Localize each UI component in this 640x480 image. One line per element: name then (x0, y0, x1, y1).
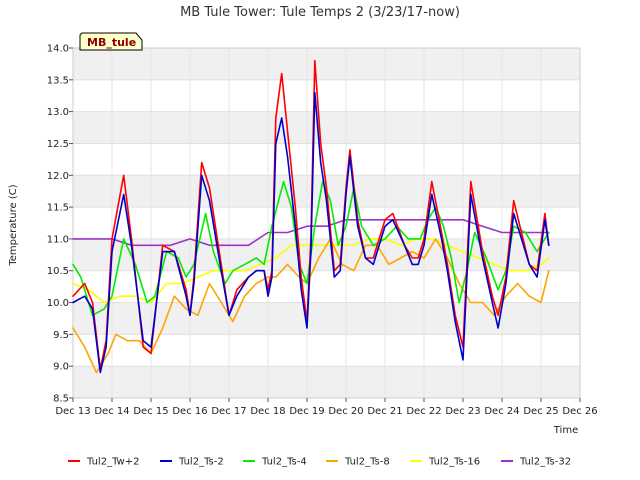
plot-band (73, 238, 580, 271)
x-tick-label: Dec 19 (289, 406, 324, 417)
y-tick-label: 13.5 (47, 75, 69, 86)
plot-band (73, 48, 580, 80)
series-line-tul2-ts-32 (72, 219, 550, 247)
legend-label: Tul2_Ts-16 (428, 457, 480, 468)
y-tick-label: 10.5 (47, 266, 69, 277)
badge-label: MB_tule (87, 36, 136, 49)
x-axis-ticks: Dec 13 Dec 14 Dec 15 Dec 16 Dec 17 Dec 18 Dec … (55, 398, 598, 417)
series-lines (72, 59, 550, 374)
x-tick-label: Dec 20 (328, 406, 363, 417)
legend-label: Tul2_Tw+2 (86, 457, 139, 468)
y-tick-label: 8.5 (53, 394, 69, 405)
y-tick-label: 13.0 (47, 107, 69, 118)
x-tick-label: Dec 24 (484, 406, 519, 417)
plot-band (73, 207, 580, 239)
x-tick-label: Dec 13 (55, 406, 90, 417)
legend-label: Tul2_Ts-4 (261, 457, 307, 468)
chart-title: MB Tule Tower: Tule Temps 2 (3/23/17-now… (180, 5, 460, 20)
y-tick-label: 10.0 (47, 298, 69, 309)
legend-label: Tul2_Ts-8 (344, 457, 390, 468)
plot-band (73, 143, 580, 176)
plot-band (73, 79, 580, 112)
x-tick-label: Dec 22 (406, 406, 441, 417)
legend-label: Tul2_Ts-2 (178, 457, 224, 468)
x-tick-label: Dec 17 (211, 406, 246, 417)
plot-area (72, 47, 581, 399)
y-tick-label: 11.0 (47, 234, 69, 245)
y-tick-label: 12.0 (47, 171, 69, 182)
legend-label: Tul2_Ts-32 (519, 457, 571, 468)
y-tick-label: 14.0 (47, 44, 69, 55)
y-tick-label: 11.5 (47, 203, 69, 214)
y-tick-label: 9.5 (53, 330, 69, 341)
plot-band (73, 302, 580, 335)
x-tick-label: Dec 25 (523, 406, 558, 417)
x-tick-label: Dec 16 (172, 406, 207, 417)
y-tick-label: 9.0 (53, 362, 69, 373)
x-axis-title: Time (553, 425, 578, 436)
x-tick-label: Dec 26 (562, 406, 597, 417)
mb-tule-badge: MB_tule (79, 32, 143, 51)
y-axis-title: Temperature (C) (8, 184, 19, 266)
plot-band (73, 366, 580, 398)
series-line-tul2-ts-2 (72, 91, 550, 374)
legend: Tul2_Tw+2 Tul2_Ts-2 Tul2_Ts-4 Tul2_Ts-8 Tul2… (68, 457, 571, 468)
y-axis-ticks: 8.5 9.0 9.5 10.0 10.5 11.0 11.5 12.0 12.5 13.0 13.… (47, 44, 73, 405)
x-tick-label: Dec 14 (94, 406, 129, 417)
x-tick-label: Dec 15 (133, 406, 168, 417)
y-tick-label: 12.5 (47, 139, 69, 150)
x-tick-label: Dec 21 (367, 406, 402, 417)
x-tick-label: Dec 18 (250, 406, 285, 417)
series-line-tul2-ts-16 (72, 238, 550, 304)
plot-band (73, 111, 580, 144)
x-tick-label: Dec 23 (445, 406, 480, 417)
